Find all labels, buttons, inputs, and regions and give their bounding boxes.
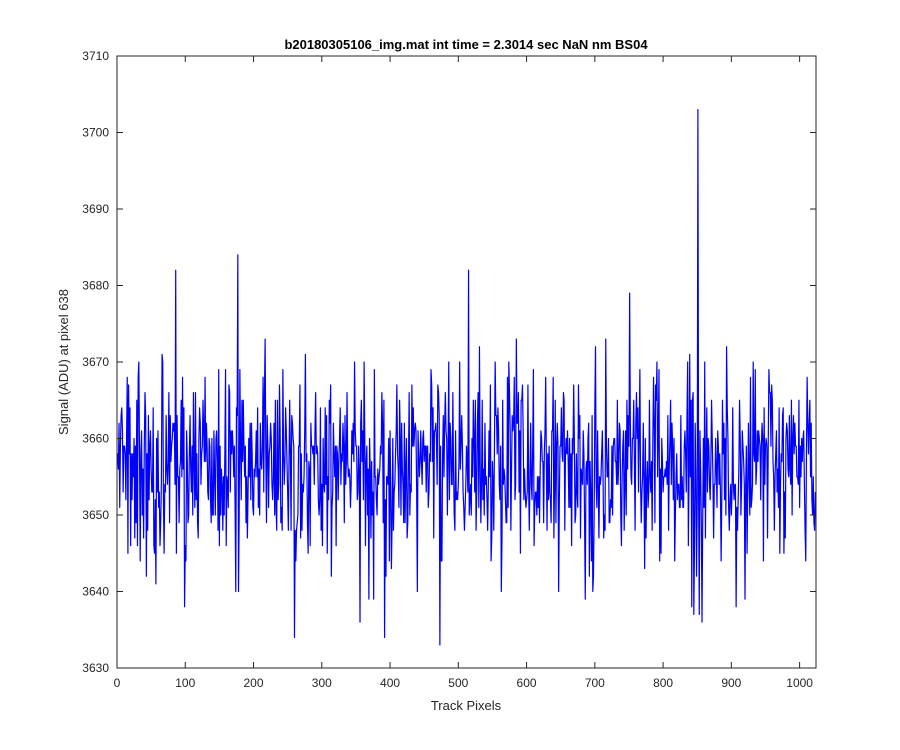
y-axis-label: Signal (ADU) at pixel 638	[56, 289, 71, 435]
series-layer	[116, 108, 816, 646]
x-tick-label: 100	[175, 676, 195, 690]
axes-layer: 0 100 200 300 400 500 600 700 800 900 1000 3630 3640…	[82, 49, 817, 690]
y-tick-label: 3690	[82, 202, 109, 216]
x-axis-label: Track Pixels	[431, 698, 502, 713]
y-tick-label: 3650	[82, 508, 109, 522]
x-tick-label: 300	[312, 676, 332, 690]
y-tick-label: 3700	[82, 126, 109, 140]
y-tick-label: 3710	[82, 49, 109, 63]
x-tick-label: 900	[721, 676, 741, 690]
x-tick-label: 0	[114, 676, 121, 690]
x-tick-label: 700	[585, 676, 605, 690]
y-tick-label: 3640	[82, 585, 109, 599]
y-tick-label: 3670	[82, 355, 109, 369]
x-tick-label: 600	[517, 676, 537, 690]
y-tick-label: 3680	[82, 279, 109, 293]
x-tick-label: 400	[380, 676, 400, 690]
x-tick-label: 500	[448, 676, 468, 690]
series-line	[116, 108, 816, 646]
y-tick-label: 3630	[82, 661, 109, 675]
y-tick-label: 3660	[82, 432, 109, 446]
x-tick-label: 1000	[786, 676, 813, 690]
plot-area	[117, 56, 816, 668]
chart-title: b20180305106_img.mat int time = 2.3014 s…	[284, 37, 648, 52]
x-tick-label: 800	[653, 676, 673, 690]
x-tick-label: 200	[244, 676, 264, 690]
